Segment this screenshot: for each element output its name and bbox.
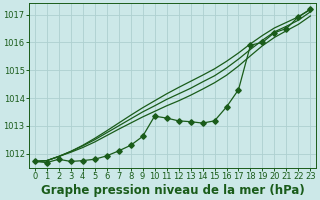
X-axis label: Graphe pression niveau de la mer (hPa): Graphe pression niveau de la mer (hPa) — [41, 184, 304, 197]
